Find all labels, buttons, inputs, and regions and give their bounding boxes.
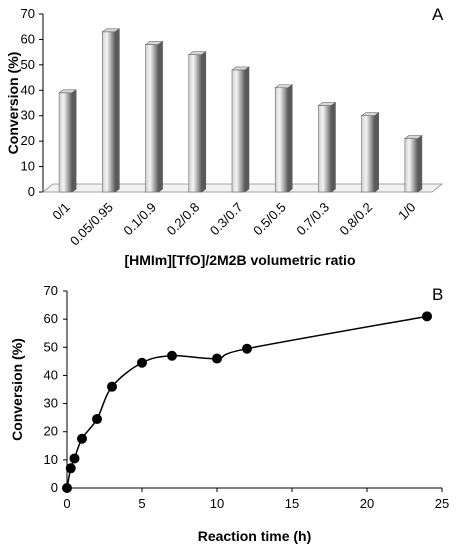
x-tick-label-a: 0.1/0.9 — [120, 200, 159, 239]
x-tick-label-b: 25 — [435, 496, 449, 511]
bar-0.05/0.95 — [102, 31, 116, 193]
bar-side-0.05/0.95 — [115, 28, 120, 193]
panel-b-line-chart: 0 10 20 30 40 50 60 70 0 5 10 15 20 25 Conversion (%) R… — [9, 283, 449, 544]
bar-0.7/0.3 — [318, 105, 332, 193]
x-tick-label-a: 0.7/0.3 — [293, 200, 332, 239]
data-point — [167, 350, 177, 361]
y-tick-label-a: 70 — [21, 6, 35, 21]
x-tick-label-a: 0.05/0.95 — [67, 200, 116, 249]
panel-letter-b: B — [432, 285, 443, 304]
x-axis-title-b: Reaction time (h) — [198, 528, 312, 544]
y-tick-label-a: 50 — [21, 57, 35, 72]
x-tick-label-a: 0.5/0.5 — [250, 200, 289, 239]
y-tick-label-a: 60 — [21, 31, 35, 46]
series-line — [66, 315, 428, 489]
y-tick-label-a: 10 — [21, 159, 35, 174]
y-axis-title-a: Conversion (%) — [5, 52, 21, 155]
data-point — [137, 357, 147, 368]
data-point — [77, 433, 87, 444]
y-tick-label-b: 10 — [44, 452, 58, 467]
data-point — [212, 353, 222, 364]
bar-0.8/0.2 — [361, 115, 375, 193]
panel-letter-a: A — [432, 5, 444, 24]
bar-side-1/0 — [417, 135, 423, 193]
x-tick-label-b: 0 — [63, 496, 70, 511]
y-tick-label-b: 0 — [51, 480, 58, 495]
bar-side-0.7/0.3 — [331, 101, 336, 193]
data-point — [107, 381, 117, 392]
y-tick-label-a: 20 — [21, 133, 35, 148]
bar-1/0 — [404, 138, 419, 193]
bar-side-0.8/0.2 — [374, 112, 379, 193]
panel-a-bar-chart: 0 10 20 30 40 50 60 70 0/10.05/0.95 0.1/0.9 0.2/0.… — [5, 6, 444, 268]
data-point — [65, 463, 76, 474]
y-tick-label-b: 30 — [44, 396, 58, 411]
x-tick-label-a: 1/0 — [395, 200, 418, 223]
data-point — [92, 414, 102, 425]
bar-0.5/0.5 — [274, 87, 289, 193]
y-tick-label-b: 60 — [44, 311, 58, 326]
data-point — [69, 453, 80, 464]
x-tick-label-a: 0.8/0.2 — [337, 200, 376, 239]
x-tick-label-a: 0.2/0.8 — [164, 200, 203, 239]
data-point — [62, 483, 72, 493]
bar-side-0.3/0.7 — [244, 66, 250, 193]
bar-0.2/0.8 — [188, 54, 203, 193]
y-tick-label-b: 50 — [44, 339, 58, 354]
y-tick-label-a: 40 — [21, 82, 35, 97]
bar-0.3/0.7 — [231, 69, 246, 193]
x-tick-label-b: 20 — [360, 496, 374, 511]
bar-side-0.2/0.8 — [201, 51, 207, 193]
y-tick-label-b: 40 — [44, 367, 58, 382]
x-axis-title-a: [HMIm][TfO]/2M2B volumetric ratio — [124, 252, 355, 268]
y-tick-label-a: 0 — [28, 184, 35, 199]
bar-side-0.5/0.5 — [287, 84, 293, 193]
bar-side-0/1 — [71, 89, 77, 193]
y-tick-label-a: 30 — [21, 108, 35, 123]
data-point — [242, 343, 252, 354]
x-tick-label-b: 5 — [138, 496, 145, 511]
x-tick-label-b: 10 — [210, 496, 224, 511]
bar-0.1/0.9 — [145, 44, 159, 193]
bar-side-0.1/0.9 — [158, 40, 163, 193]
bar-0/1 — [58, 92, 73, 193]
y-tick-label-b: 20 — [44, 424, 58, 439]
y-axis-title-b: Conversion (%) — [9, 338, 25, 441]
x-tick-label-b: 15 — [285, 496, 299, 511]
data-point — [422, 311, 432, 322]
x-tick-label-a: 0/1 — [49, 200, 72, 223]
y-tick-label-b: 70 — [44, 283, 58, 298]
x-tick-label-a: 0.3/0.7 — [207, 200, 246, 239]
